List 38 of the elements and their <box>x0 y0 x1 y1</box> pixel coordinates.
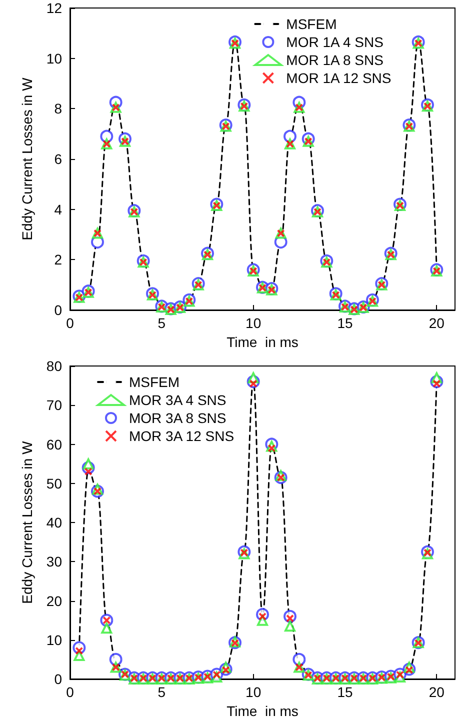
x-tick-label: 15 <box>337 315 353 331</box>
legend-label: MOR 1A 4 SNS <box>286 34 384 50</box>
legend-label: MSFEM <box>129 374 180 390</box>
x-tick-label: 10 <box>246 684 262 700</box>
y-tick-label: 6 <box>54 151 62 167</box>
y-axis-title: Eddy Current Losses in W <box>19 76 35 240</box>
legend-label: MOR 3A 8 SNS <box>129 410 226 426</box>
y-tick-label: 30 <box>46 554 62 570</box>
y-tick-label: 70 <box>46 397 62 414</box>
x-tick-label: 20 <box>428 315 445 331</box>
y-tick-label: 0 <box>54 302 62 318</box>
y-tick-label: 80 <box>46 358 62 374</box>
y-tick-label: 12 <box>46 0 62 16</box>
y-tick-label: 4 <box>54 201 62 218</box>
legend-label: MOR 3A 4 SNS <box>129 392 226 408</box>
y-tick-label: 50 <box>46 475 62 492</box>
y-tick-label: 60 <box>46 436 62 452</box>
x-tick-label: 0 <box>66 684 74 700</box>
x-axis-title: Time in ms <box>226 334 298 350</box>
y-axis-title: Eddy Current Losses in W <box>19 440 35 604</box>
y-tick-label: 10 <box>46 50 62 66</box>
x-tick-label: 0 <box>66 315 74 331</box>
x-tick-label: 15 <box>337 684 353 700</box>
x-tick-label: 20 <box>428 684 445 700</box>
legend-label: MSFEM <box>286 16 337 32</box>
y-tick-label: 20 <box>46 592 62 609</box>
x-tick-label: 5 <box>158 315 166 331</box>
legend-label: MOR 3A 12 SNS <box>129 428 234 444</box>
x-axis-title: Time in ms <box>226 702 298 719</box>
legend-label: MOR 1A 12 SNS <box>286 70 392 86</box>
y-tick-label: 0 <box>54 671 62 687</box>
y-tick-label: 2 <box>54 252 62 268</box>
y-tick-label: 10 <box>46 632 62 648</box>
legend-label: MOR 1A 8 SNS <box>286 52 384 68</box>
y-tick-label: 8 <box>54 100 62 117</box>
x-tick-label: 5 <box>158 684 166 700</box>
x-tick-label: 10 <box>246 315 262 331</box>
y-tick-label: 40 <box>46 514 62 530</box>
